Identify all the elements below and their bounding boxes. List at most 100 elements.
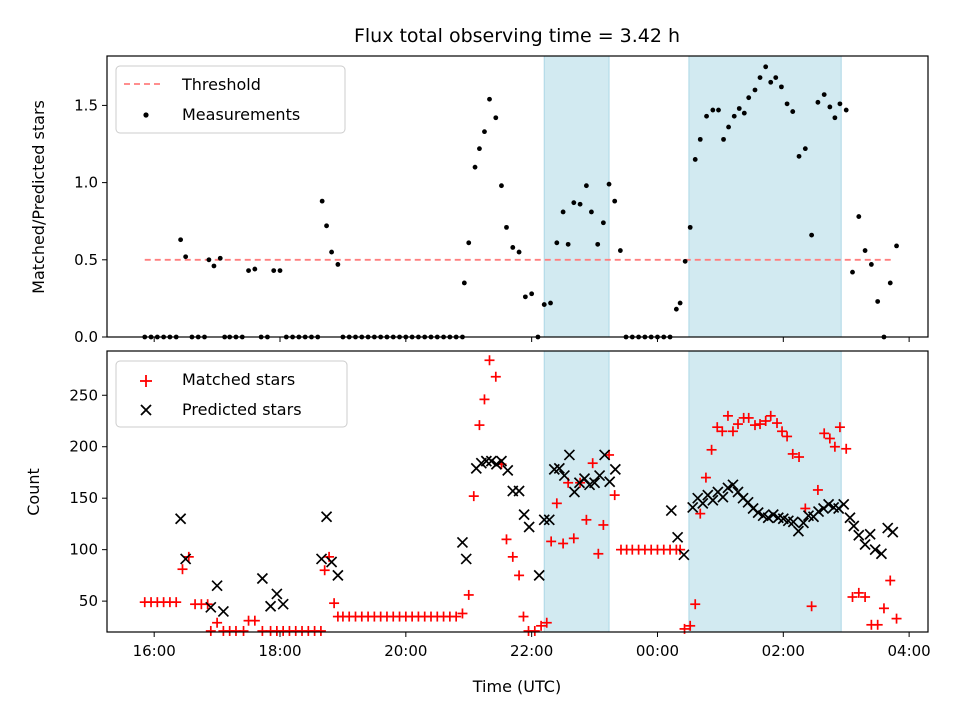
measurement-point	[809, 232, 815, 238]
measurement-point	[461, 280, 467, 286]
measurement-point	[516, 249, 522, 255]
matched-point	[829, 441, 840, 452]
y-tick-label: 50	[79, 592, 98, 610]
measurement-point	[595, 241, 601, 247]
measurement-point	[721, 136, 726, 142]
chart-title: Flux total observing time = 3.42 h	[354, 25, 680, 47]
predicted-point	[797, 517, 810, 529]
predicted-point	[538, 514, 550, 526]
measurement-point	[746, 95, 752, 101]
predicted-point	[859, 538, 871, 551]
measurement-point	[606, 181, 612, 187]
measurement-point	[832, 115, 838, 121]
predicted-point	[315, 553, 328, 565]
matched-point	[690, 599, 701, 610]
predicted-point	[513, 485, 525, 497]
matched-point	[249, 615, 260, 626]
predicted-point	[277, 598, 289, 610]
measurement-point	[802, 146, 808, 152]
measurement-point	[741, 110, 747, 116]
x-axis-label: Time (UTC)	[472, 677, 561, 696]
y-tick-label: 150	[69, 489, 98, 507]
matched-point	[853, 587, 864, 598]
predicted-point	[553, 462, 565, 474]
predicted-point	[875, 548, 888, 560]
matched-point	[841, 443, 852, 454]
matched-point	[878, 603, 889, 614]
predicted-point	[593, 469, 606, 482]
predicted-point	[558, 469, 570, 482]
predicted-point	[844, 512, 856, 524]
measurement-point	[504, 224, 509, 230]
predicted-point	[767, 509, 779, 521]
predicted-point	[485, 455, 497, 467]
predicted-point	[707, 494, 719, 506]
predicted-point	[678, 549, 690, 561]
predicted-point	[211, 580, 223, 592]
matched-point	[712, 422, 723, 433]
y-tick-label: 200	[69, 438, 98, 456]
predicted-point	[523, 521, 535, 533]
measurement-point	[510, 245, 516, 250]
predicted-point	[495, 455, 508, 467]
measurement-point	[548, 300, 553, 306]
matched-point	[598, 519, 609, 530]
predicted-point	[599, 449, 611, 461]
matched-point	[700, 472, 711, 483]
measurements-legend-label: Measurements	[182, 105, 300, 124]
measurement-point	[577, 201, 583, 207]
ratio-panel-frame	[106, 55, 929, 338]
matched-point	[706, 444, 717, 455]
measurement-point	[790, 109, 796, 114]
measurement-point	[850, 269, 855, 275]
predicted-point	[264, 600, 277, 612]
matched-legend-swatch	[140, 375, 152, 387]
matched-point	[558, 538, 569, 549]
matched-point	[824, 433, 835, 444]
predicted-point	[887, 526, 899, 538]
matched-point	[772, 418, 783, 429]
matched-point	[695, 508, 706, 519]
measurement-point	[856, 214, 862, 219]
measurement-point	[617, 248, 623, 253]
count-legend: Matched stars Predicted stars	[115, 360, 348, 428]
matched-point	[587, 458, 598, 469]
measurement-point	[472, 164, 478, 170]
measurement-point	[529, 291, 535, 297]
predicted-point	[256, 572, 268, 585]
predicted-legend-label: Predicted stars	[182, 400, 302, 419]
measurement-point	[560, 209, 566, 215]
x-tick-label: 16:00	[133, 642, 176, 660]
measurement-point	[710, 107, 716, 113]
predicted-point	[792, 525, 805, 537]
matched-point	[501, 534, 512, 545]
predicted-point	[456, 536, 469, 549]
matched-point	[315, 625, 326, 636]
matched-point	[581, 514, 592, 525]
count-panel-frame	[106, 350, 929, 633]
matched-point	[717, 426, 728, 437]
predicted-point	[762, 512, 774, 524]
predicted-point	[480, 455, 492, 467]
measurement-point	[687, 224, 693, 230]
predicted-point	[217, 605, 229, 618]
measurement-point	[796, 153, 802, 159]
measurement-point	[482, 129, 487, 135]
predicted-point	[609, 463, 621, 475]
measurement-point	[752, 87, 758, 93]
predicted-point	[518, 509, 530, 521]
predicted-point	[490, 458, 503, 470]
predicted-point	[205, 601, 217, 613]
matched-point	[812, 484, 823, 495]
ratio-y-axis-label: Matched/Predicted stars	[29, 100, 48, 294]
matched-point	[675, 544, 686, 555]
measurement-point	[821, 92, 827, 97]
measurement-point	[763, 64, 769, 70]
matched-point	[819, 428, 830, 439]
ratio-legend-box	[115, 65, 346, 134]
matched-point	[484, 355, 495, 366]
matched-point	[568, 533, 579, 544]
predicted-point	[672, 531, 684, 543]
measurement-point	[329, 249, 334, 255]
